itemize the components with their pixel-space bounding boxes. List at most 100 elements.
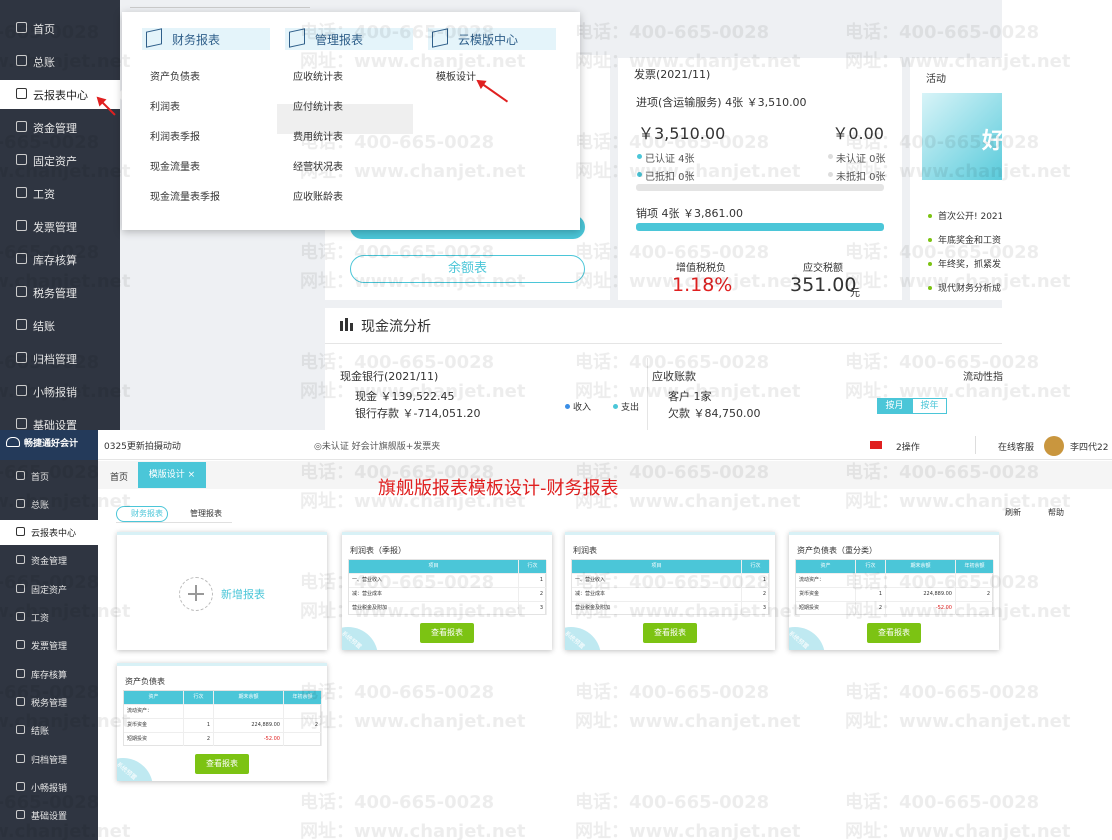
menu-icon <box>16 753 25 763</box>
report-card[interactable]: 利润表 项目 行次 一、营业收入 1 减：营业成本 2 营业税金及附加 3 查看报表 系统预置 <box>565 532 775 650</box>
menu-link[interactable]: 现金流量表季报 <box>150 192 220 203</box>
menu-item[interactable]: 工资 <box>31 614 50 624</box>
menu-icon <box>16 498 25 508</box>
menu-link[interactable]: 利润表 <box>150 102 180 113</box>
table-cell: 一、营业收入 <box>572 574 742 587</box>
online-service[interactable]: 在线客服 <box>998 443 1035 453</box>
hover-bg <box>277 104 413 134</box>
row-line <box>124 718 322 719</box>
menu-header-icon <box>146 28 162 48</box>
refresh[interactable]: 刷新 <box>1005 508 1021 517</box>
amount-left: ￥3,510.00 <box>638 124 726 143</box>
report-card[interactable]: 资产负债表 资产 行次 期末余额 年初余额 流动资产： 货币资金 1 224,889.00 2 短期… <box>117 663 327 781</box>
menu-item[interactable]: 归档管理 <box>33 352 77 366</box>
menu-item[interactable]: 首页 <box>31 472 50 483</box>
output-bar <box>636 223 884 231</box>
menu-icon <box>16 186 27 198</box>
activity-item: 年终奖，抓紧发 <box>938 260 1002 270</box>
report-card[interactable]: 利润表（季报） 项目 行次 一、营业收入 1 减：营业成本 2 营业税金及附加 3 查看报表 系统预… <box>342 532 552 650</box>
menu-item[interactable]: 结账 <box>31 727 50 738</box>
menu-link[interactable]: 现金流量表 <box>150 162 200 173</box>
menu-icon <box>16 696 25 706</box>
subtab[interactable]: 管理报表 <box>190 509 222 518</box>
menu-link[interactable]: 经营状况表 <box>293 162 343 173</box>
menu-link[interactable]: 应付统计表 <box>293 102 343 113</box>
menu-item[interactable]: 基础设置 <box>33 418 77 431</box>
status-dot <box>637 154 642 159</box>
row-line <box>572 587 770 588</box>
menu-item[interactable]: 总账 <box>33 55 55 69</box>
row-line <box>572 601 770 602</box>
menu-item[interactable]: 发票管理 <box>31 642 68 653</box>
menu-item[interactable]: 云报表中心 <box>31 529 77 540</box>
table-cell <box>956 602 994 615</box>
menu-item[interactable]: 发票管理 <box>33 220 77 234</box>
table-cell: 减：营业成本 <box>349 588 519 601</box>
menu-icon <box>16 54 27 66</box>
mini-table: 项目 行次 一、营业收入 1 减：营业成本 2 营业税金及附加 3 <box>348 559 547 615</box>
subtab-active[interactable]: 财务报表 <box>116 506 168 522</box>
menu-item[interactable]: 资金管理 <box>31 557 68 568</box>
tab-active[interactable]: 模版设计 × <box>138 462 206 488</box>
tab[interactable]: 首页 <box>110 473 129 483</box>
notice[interactable]: 2操作 <box>896 443 920 453</box>
menu-link[interactable]: 应收账龄表 <box>293 192 343 203</box>
menu-icon <box>16 470 25 480</box>
menu-item[interactable]: 结账 <box>33 319 55 333</box>
user-name[interactable]: 李四代22 <box>1070 443 1109 453</box>
menu-icon <box>16 120 27 132</box>
menu-item[interactable]: 云报表中心 <box>33 88 88 102</box>
tax-due-label: 应交税额 <box>803 263 843 274</box>
menu-item[interactable]: 工资 <box>33 187 55 201</box>
chart-icon <box>340 321 343 331</box>
menu-item[interactable]: 库存核算 <box>31 670 68 681</box>
menu-icon <box>16 417 27 429</box>
row-line <box>349 587 547 588</box>
invoice-title: 发票(2021/11) <box>634 68 711 81</box>
row-line <box>349 601 547 602</box>
table-cell: 1 <box>856 588 886 601</box>
table-cell: 货币资金 <box>124 719 184 732</box>
account-name: 0325更新拍摄动动 <box>104 442 181 452</box>
menu-item[interactable]: 固定资产 <box>33 154 77 168</box>
table-header-cell: 行次 <box>184 691 214 704</box>
menu-link[interactable]: 应收统计表 <box>293 72 343 83</box>
by-month-button[interactable]: 按月 <box>877 398 912 414</box>
menu-item[interactable]: 基础设置 <box>31 812 68 823</box>
menu-header-bg <box>428 28 556 50</box>
table-cell: 1 <box>742 574 770 587</box>
menu-pointer <box>116 90 122 100</box>
menu-item[interactable]: 固定资产 <box>31 585 68 596</box>
menu-header-bg <box>142 28 270 50</box>
report-card[interactable]: 资产负债表（重分类） 资产 行次 期末余额 年初余额 流动资产： 货币资金 1 224,889.… <box>789 532 999 650</box>
new-report[interactable]: 新增报表 <box>221 588 265 601</box>
menu-item[interactable]: 小畅报销 <box>31 783 68 794</box>
balance-button[interactable]: 余额表 <box>350 255 585 283</box>
view-report-button[interactable]: 查看报表 <box>643 623 697 643</box>
menu-link[interactable]: 资产负债表 <box>150 72 200 83</box>
menu-item[interactable]: 库存核算 <box>33 253 77 267</box>
menu-item[interactable]: 首页 <box>33 22 55 36</box>
table-cell <box>956 574 994 587</box>
menu-item[interactable]: 税务管理 <box>33 286 77 300</box>
view-report-button[interactable]: 查看报表 <box>195 754 249 774</box>
view-report-button[interactable]: 查看报表 <box>867 623 921 643</box>
menu-item[interactable]: 小畅报销 <box>33 385 77 399</box>
menu-item[interactable]: 归档管理 <box>31 755 68 766</box>
menu-link[interactable]: 利润表季报 <box>150 132 200 143</box>
legend-income: 收入 <box>573 403 592 413</box>
view-report-button[interactable]: 查看报表 <box>420 623 474 643</box>
table-cell: 一、营业收入 <box>349 574 519 587</box>
menu-item[interactable]: 税务管理 <box>31 698 68 709</box>
menu-item[interactable]: 总账 <box>31 500 50 511</box>
by-year-button[interactable]: 按年 <box>912 398 947 414</box>
menu-link[interactable]: 费用统计表 <box>293 132 343 143</box>
divider <box>325 343 1002 344</box>
menu-link[interactable]: 模板设计 <box>436 72 476 83</box>
report-card[interactable]: 新增报表 <box>117 532 327 650</box>
help[interactable]: 帮助 <box>1048 508 1064 517</box>
menu-header: 云模版中心 <box>458 33 519 47</box>
activity-title: 活动 <box>926 74 946 85</box>
menu-item[interactable]: 资金管理 <box>33 121 77 135</box>
table-header-cell: 行次 <box>742 560 770 573</box>
